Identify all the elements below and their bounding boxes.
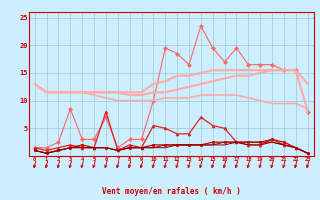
Text: Vent moyen/en rafales ( km/h ): Vent moyen/en rafales ( km/h ) bbox=[102, 187, 241, 196]
